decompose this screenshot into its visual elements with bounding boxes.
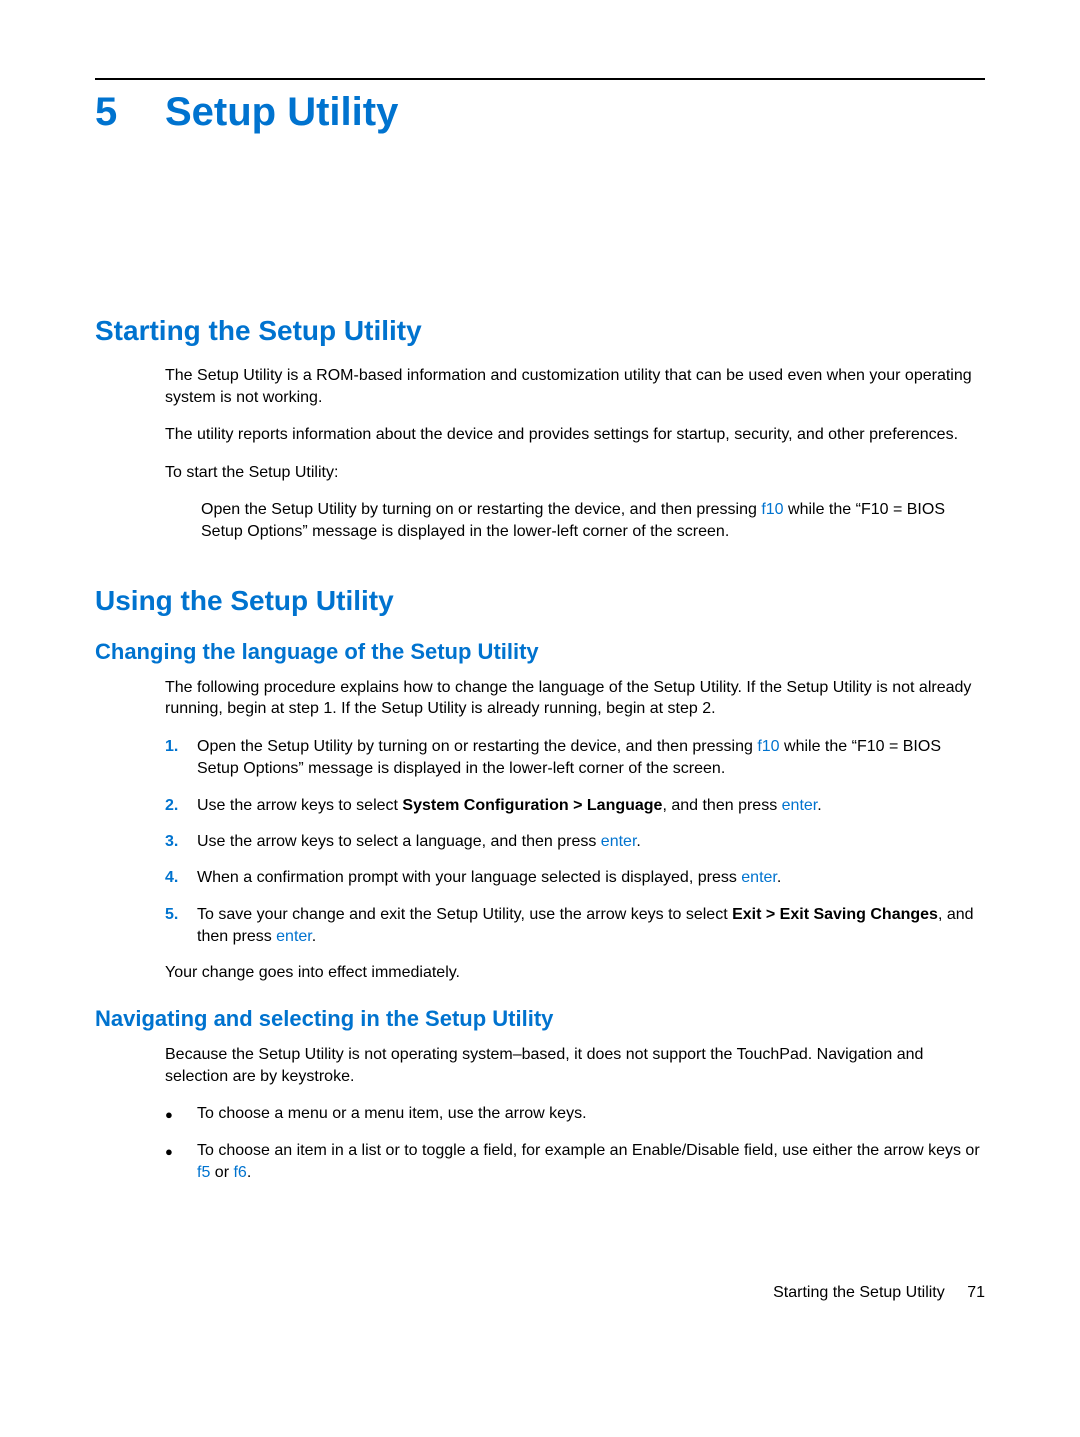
- text: .: [312, 928, 316, 945]
- bullet-text: To choose a menu or a menu item, use the…: [197, 1103, 587, 1125]
- paragraph: The utility reports information about th…: [165, 424, 985, 446]
- text: To save your change and exit the Setup U…: [197, 906, 732, 923]
- step-number: 5.: [165, 904, 197, 949]
- paragraph: Your change goes into effect immediately…: [165, 962, 985, 984]
- step-text: When a confirmation prompt with your lan…: [197, 867, 781, 889]
- bullet-icon: ●: [165, 1103, 197, 1125]
- list-item: ● To choose a menu or a menu item, use t…: [165, 1103, 985, 1125]
- key-enter: enter: [782, 797, 818, 814]
- bulleted-list: ● To choose a menu or a menu item, use t…: [165, 1103, 985, 1184]
- menu-path: System Configuration > Language: [402, 797, 662, 814]
- paragraph: To start the Setup Utility:: [165, 462, 985, 484]
- key-f5: f5: [197, 1164, 210, 1181]
- page-content: 5 Setup Utility Starting the Setup Utili…: [0, 0, 1080, 1362]
- step-number: 1.: [165, 736, 197, 781]
- page-footer: Starting the Setup Utility 71: [95, 1284, 985, 1302]
- text: or: [210, 1164, 233, 1181]
- step-number: 4.: [165, 867, 197, 889]
- numbered-list: 1. Open the Setup Utility by turning on …: [165, 736, 985, 949]
- text: When a confirmation prompt with your lan…: [197, 869, 741, 886]
- footer-label: Starting the Setup Utility: [773, 1284, 945, 1301]
- key-enter: enter: [601, 833, 637, 850]
- indented-instruction: Open the Setup Utility by turning on or …: [201, 499, 985, 542]
- step-text: Use the arrow keys to select System Conf…: [197, 795, 822, 817]
- step-number: 2.: [165, 795, 197, 817]
- key-f6: f6: [233, 1164, 246, 1181]
- key-f10: f10: [761, 501, 783, 518]
- step-text: To save your change and exit the Setup U…: [197, 904, 985, 949]
- bullet-icon: ●: [165, 1140, 197, 1185]
- text: , and then press: [662, 797, 781, 814]
- list-item: 3. Use the arrow keys to select a langua…: [165, 831, 985, 853]
- text: To choose an item in a list or to toggle…: [197, 1142, 980, 1159]
- paragraph: The following procedure explains how to …: [165, 677, 985, 720]
- section-heading-starting: Starting the Setup Utility: [95, 315, 985, 347]
- sub1-body: The following procedure explains how to …: [165, 677, 985, 985]
- step-text: Open the Setup Utility by turning on or …: [197, 736, 985, 781]
- step-number: 3.: [165, 831, 197, 853]
- text: Use the arrow keys to select a language,…: [197, 833, 601, 850]
- list-item: 2. Use the arrow keys to select System C…: [165, 795, 985, 817]
- list-item: 5. To save your change and exit the Setu…: [165, 904, 985, 949]
- text: Open the Setup Utility by turning on or …: [197, 738, 757, 755]
- text: Open the Setup Utility by turning on or …: [201, 501, 761, 518]
- chapter-number: 5: [95, 90, 165, 135]
- text: .: [817, 797, 821, 814]
- list-item: ● To choose an item in a list or to togg…: [165, 1140, 985, 1185]
- subsection-heading-navigating: Navigating and selecting in the Setup Ut…: [95, 1006, 985, 1032]
- key-enter: enter: [276, 928, 312, 945]
- section1-body: The Setup Utility is a ROM-based informa…: [165, 365, 985, 543]
- key-f10: f10: [757, 738, 779, 755]
- page-number: 71: [967, 1284, 985, 1301]
- list-item: 4. When a confirmation prompt with your …: [165, 867, 985, 889]
- text: .: [247, 1164, 251, 1181]
- list-item: 1. Open the Setup Utility by turning on …: [165, 736, 985, 781]
- paragraph: The Setup Utility is a ROM-based informa…: [165, 365, 985, 408]
- subsection-heading-language: Changing the language of the Setup Utili…: [95, 639, 985, 665]
- chapter-heading: 5 Setup Utility: [95, 90, 985, 135]
- key-enter: enter: [741, 869, 777, 886]
- step-text: Use the arrow keys to select a language,…: [197, 831, 641, 853]
- text: .: [777, 869, 781, 886]
- paragraph: Because the Setup Utility is not operati…: [165, 1044, 985, 1087]
- chapter-title: Setup Utility: [165, 90, 398, 135]
- text: Use the arrow keys to select: [197, 797, 402, 814]
- menu-path: Exit > Exit Saving Changes: [732, 906, 938, 923]
- sub2-body: Because the Setup Utility is not operati…: [165, 1044, 985, 1184]
- text: .: [636, 833, 640, 850]
- bullet-text: To choose an item in a list or to toggle…: [197, 1140, 985, 1185]
- section-heading-using: Using the Setup Utility: [95, 585, 985, 617]
- paragraph: Open the Setup Utility by turning on or …: [201, 499, 985, 542]
- top-rule: [95, 78, 985, 80]
